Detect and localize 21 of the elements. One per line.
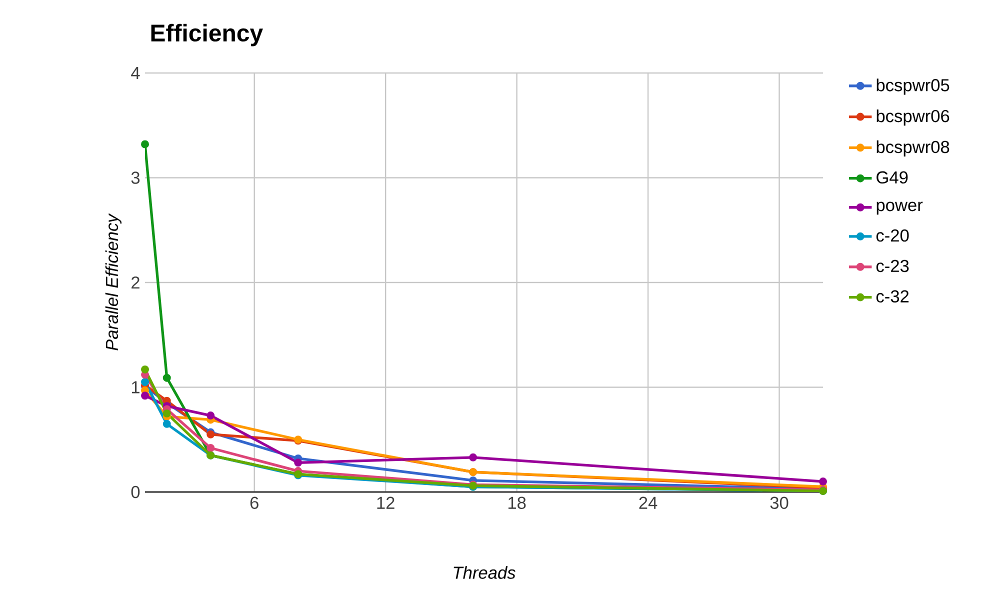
x-tick-label: 24 (639, 496, 658, 509)
y-tick-label: 2 (132, 276, 140, 289)
legend-label: power (876, 202, 923, 215)
y-axis-title: Parallel Efficiency (105, 213, 122, 350)
y-tick-label: 3 (131, 172, 140, 184)
legend-label: bcspwr05 (876, 78, 950, 95)
legend-label: c-23 (876, 260, 909, 272)
x-tick-label: 18 (508, 496, 526, 509)
x-tick-label: 30 (770, 496, 788, 509)
legend-label: bcspwr08 (876, 140, 950, 157)
y-tick-label: 1 (132, 381, 140, 394)
chart-title: Efficiency (151, 24, 263, 46)
x-tick-label: 6 (250, 496, 258, 509)
legend-label: G49 (876, 171, 908, 184)
legend-label: c-20 (876, 229, 909, 242)
y-tick-label: 0 (131, 486, 140, 498)
x-axis-title: Threads (454, 566, 516, 579)
legend-label: bcspwr06 (876, 109, 950, 126)
legend-label: c-32 (876, 290, 909, 303)
y-tick-label: 4 (131, 67, 140, 79)
x-tick-label: 12 (377, 496, 394, 509)
